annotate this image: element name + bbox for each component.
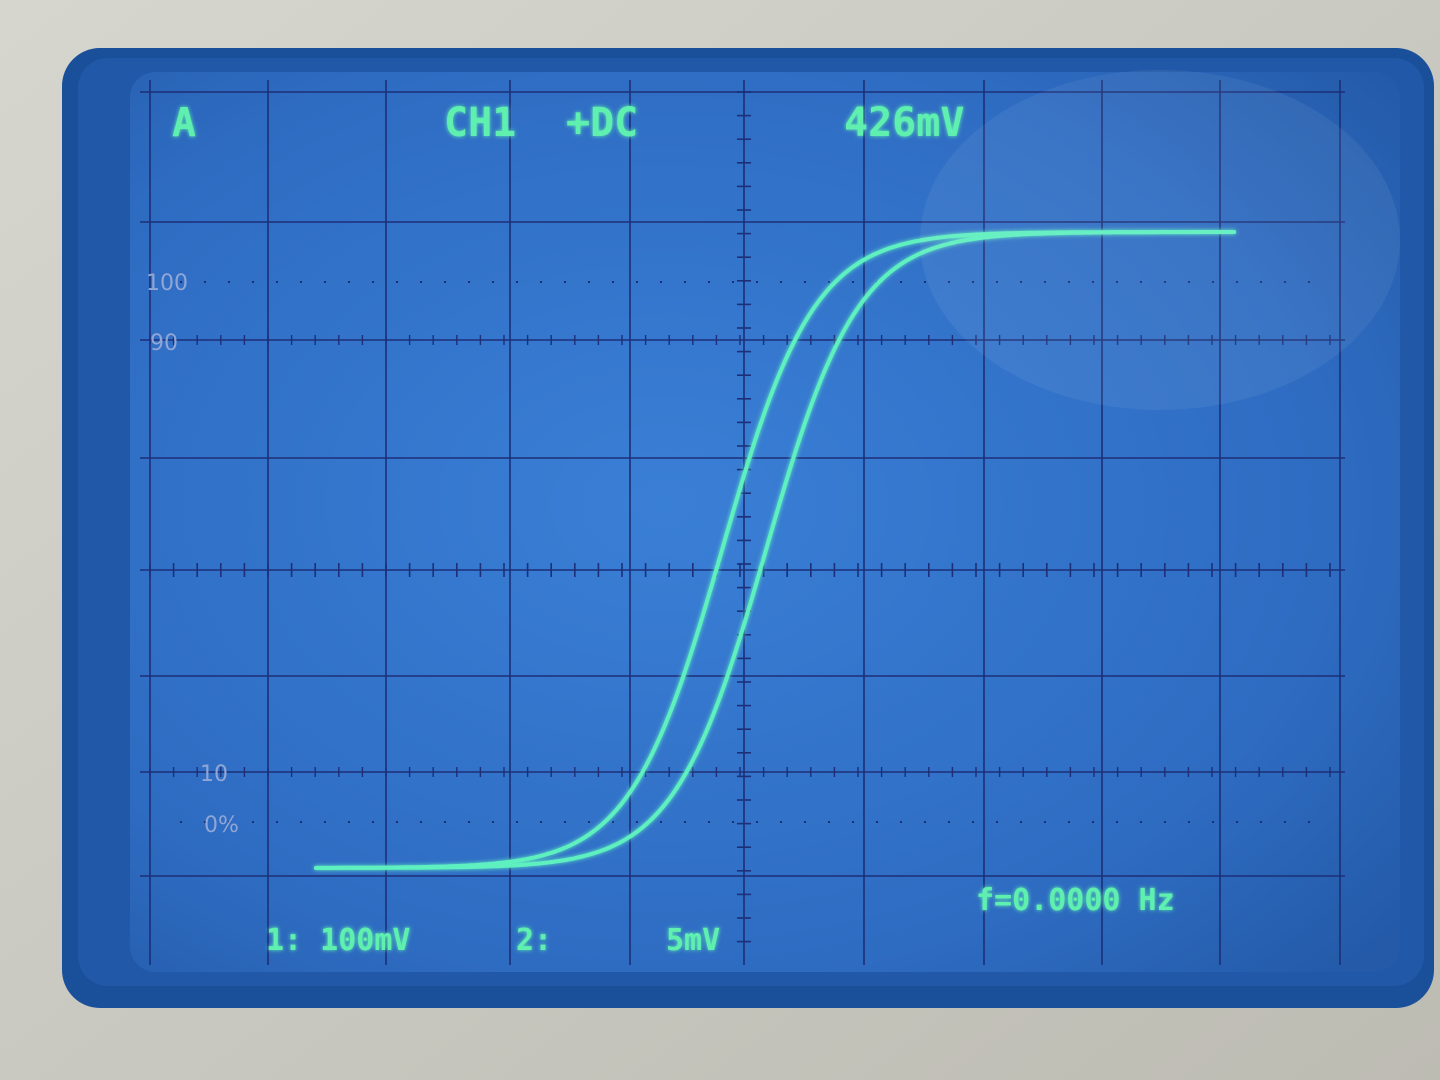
graticule-label-10: 10: [200, 762, 228, 787]
ch2-label: 2:: [516, 923, 552, 958]
ch2-scale: 5mV: [666, 923, 720, 958]
graticule: [140, 80, 1345, 965]
trigger-indicator: A: [172, 100, 196, 146]
graticule-label-0: 0%: [204, 813, 239, 838]
ch1-scale: 1: 100mV: [266, 923, 411, 958]
screen-glare: [920, 70, 1400, 410]
trace-descending-branch: [314, 230, 1236, 870]
crt-screen: [130, 72, 1400, 972]
channel-label: CH1: [444, 100, 516, 146]
coupling-label: +DC: [566, 100, 638, 146]
graticule-label-100: 100: [146, 271, 188, 296]
graticule-label-90: 90: [150, 331, 178, 356]
frequency-readout: f=0.0000 Hz: [976, 883, 1175, 918]
measurement-value: 426mV: [844, 100, 964, 146]
